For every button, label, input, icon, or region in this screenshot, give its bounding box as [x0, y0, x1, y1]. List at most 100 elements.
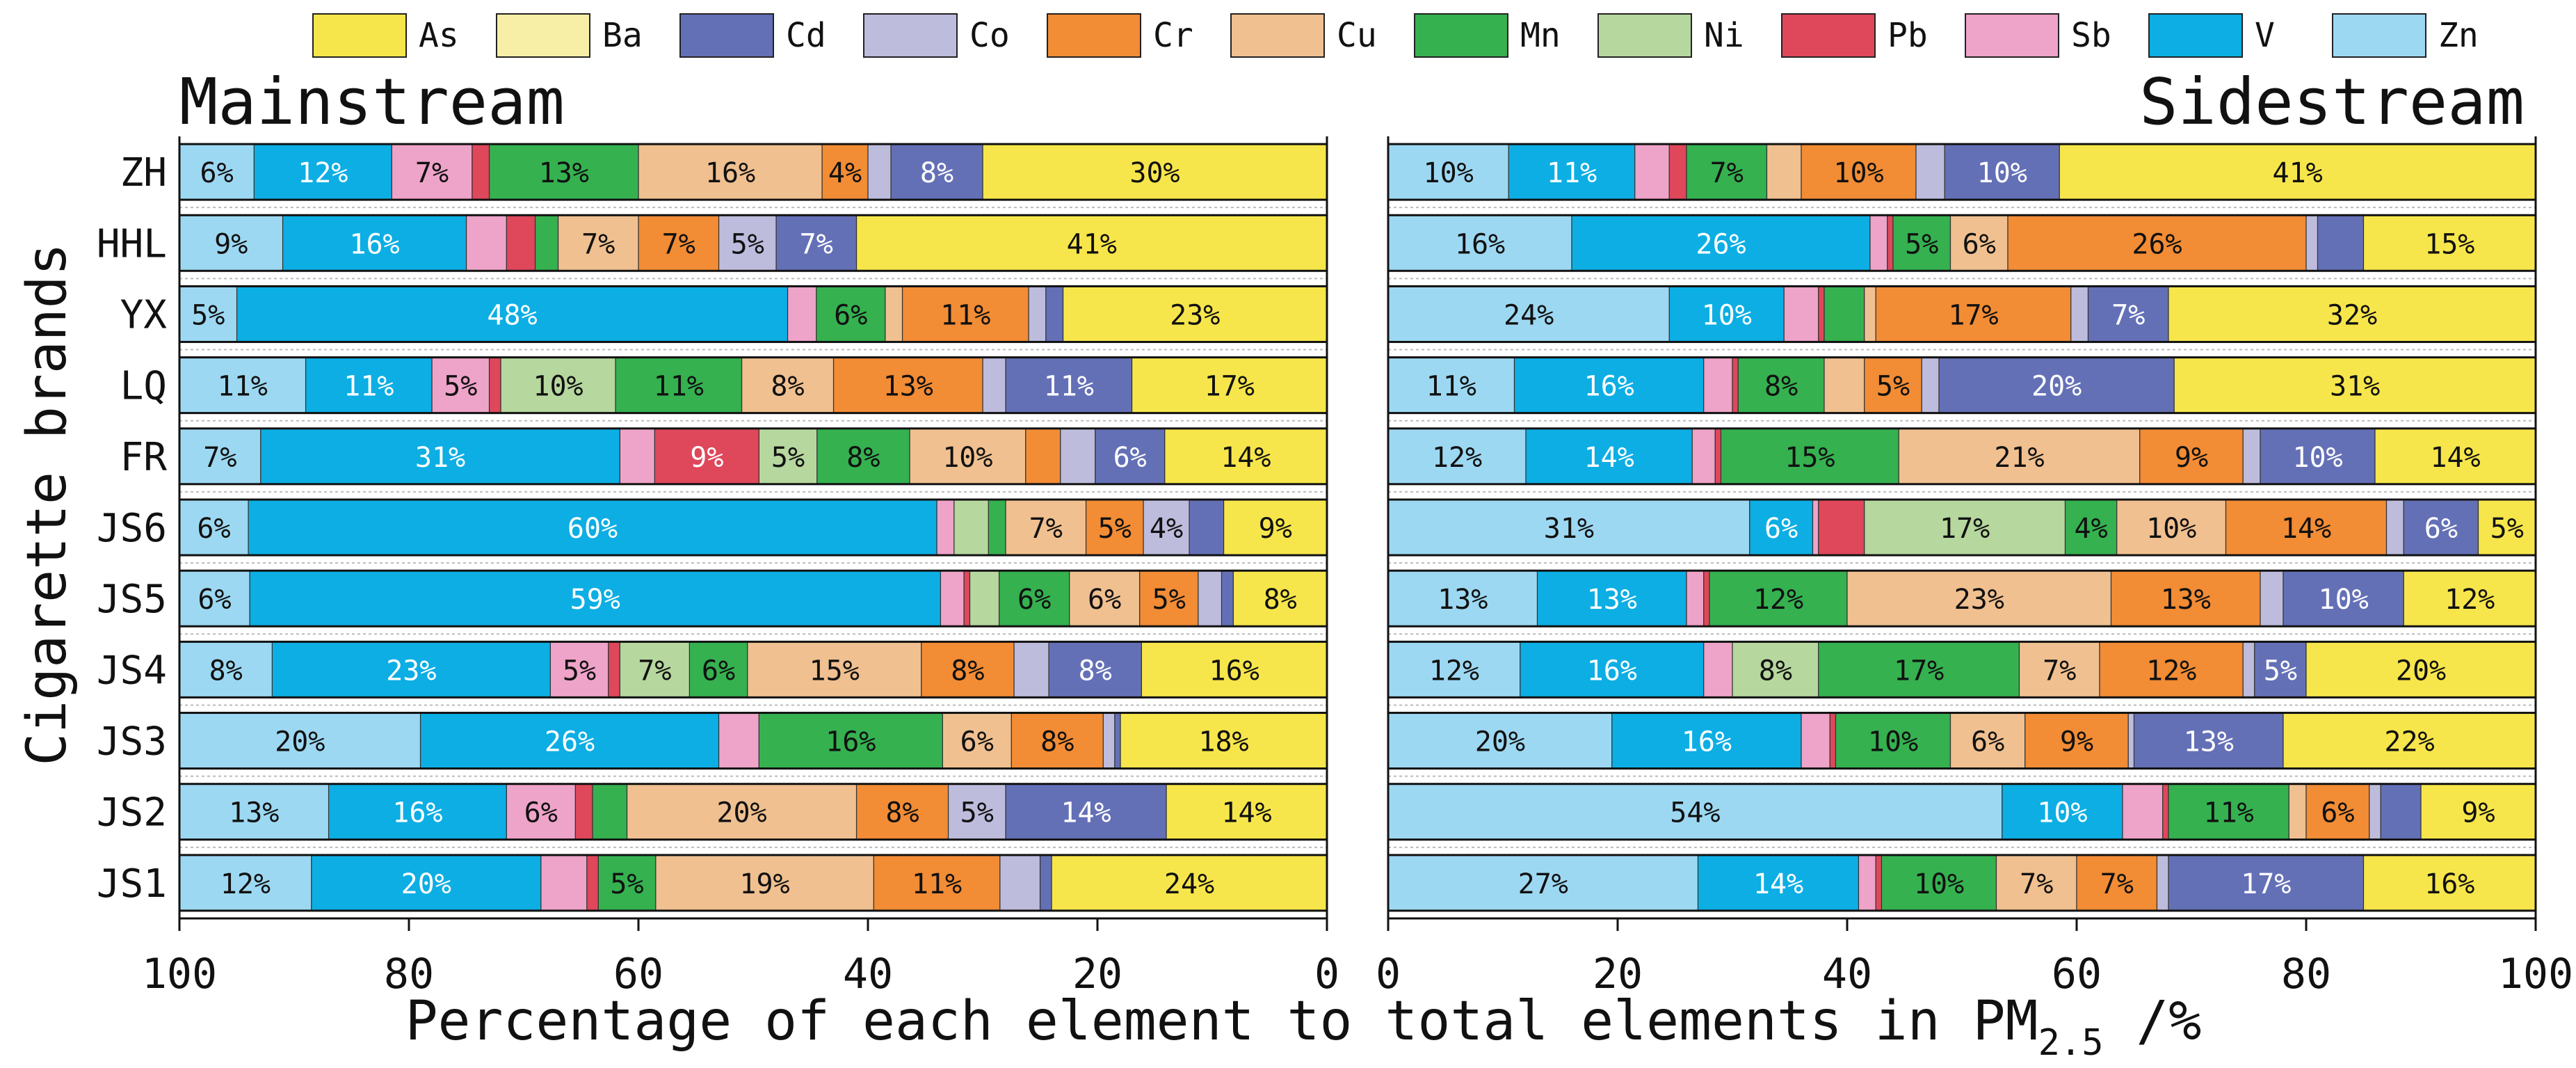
category-label-yx: YX: [120, 292, 168, 337]
sidestream-bar-js5-pb: [1703, 570, 1710, 627]
legend-label-co: Co: [969, 16, 1010, 55]
sidestream-bar-hhl-zn: [1387, 214, 1572, 271]
mainstream-bar-yx-co: [1028, 285, 1047, 343]
mainstream-label-lq-zn: 11%: [218, 371, 268, 403]
mainstream-label-js4-cu: 15%: [810, 655, 860, 687]
mainstream-label-yx-as: 23%: [1170, 299, 1220, 331]
sidestream-tick-label-40: 40: [1822, 950, 1872, 998]
sidestream-bar-zh-as: [2059, 143, 2536, 200]
sidestream-label-js2-v: 10%: [2037, 797, 2087, 829]
sidestream-bar-hhl-sb: [1869, 214, 1888, 271]
mainstream-label-yx-zn: 5%: [191, 299, 225, 331]
sidestream-bar-lq-zn: [1387, 357, 1515, 414]
mainstream-tick-label-60: 60: [613, 950, 663, 998]
mainstream-bar-js5-ni: [969, 570, 1000, 627]
sidestream-bar-js6-co: [2385, 499, 2404, 556]
mainstream-label-zh-sb: 7%: [415, 157, 449, 189]
mainstream-bar-fr-cr: [1025, 428, 1061, 485]
mainstream-bar-lq-cd: [1005, 357, 1133, 414]
sidestream-bar-js1-cr: [2076, 854, 2158, 911]
mainstream-bar-hhl-pb: [506, 214, 536, 271]
sidestream-label-js5-cu: 23%: [1954, 584, 2004, 616]
sidestream-bar-js6-ni: [1864, 499, 2066, 556]
sidestream-label-js1-cr: 7%: [2100, 868, 2134, 900]
sidestream-label-js5-zn: 13%: [1438, 584, 1488, 616]
mainstream-label-yx-v: 48%: [487, 299, 537, 331]
mainstream-label-fr-cd: 6%: [1113, 442, 1147, 474]
sidestream-bar-js6-zn: [1387, 499, 1750, 556]
mainstream-label-lq-sb: 5%: [444, 371, 477, 403]
mainstream-label-fr-mn: 8%: [846, 442, 880, 474]
sidestream-bar-js4-sb: [1703, 641, 1733, 698]
legend: As Ba Cd Co Cr Cu Mn Ni Pb Sb V Zn: [312, 13, 2479, 58]
sidestream-label-js6-ni: 17%: [1940, 513, 1990, 545]
legend-swatch-v: [2148, 13, 2243, 58]
sidestream-bar-js1-sb: [1858, 854, 1876, 911]
mainstream-label-js3-cu: 6%: [960, 726, 994, 758]
mainstream-label-fr-v: 31%: [415, 442, 465, 474]
sidestream-bar-js6-pb: [1818, 499, 1865, 556]
sidestream-label-js4-v: 16%: [1587, 655, 1637, 687]
sidestream-bar-js6-cu: [2116, 499, 2227, 556]
sidestream-bar-hhl-mn: [1892, 214, 1951, 271]
mainstream-bar-yx-as: [1062, 285, 1328, 343]
sidestream-label-lq-cr: 5%: [1876, 371, 1910, 403]
mainstream-bar-js5-mn: [998, 570, 1070, 627]
sidestream-label-js2-as: 9%: [2461, 797, 2495, 829]
sidestream-label-zh-cr: 10%: [1833, 157, 1883, 189]
mainstream-label-js1-cu: 19%: [739, 868, 789, 900]
sidestream-bar-zh-cu: [1766, 143, 1802, 200]
mainstream-label-js6-cr: 5%: [1098, 513, 1132, 545]
mainstream-bar-zh-co: [867, 143, 892, 200]
sidestream-bar-fr-pb: [1714, 428, 1722, 485]
mainstream-bar-js2-cu: [626, 783, 858, 840]
mainstream-bar-fr-co: [1060, 428, 1096, 485]
mainstream-panel: 30% 8% 4% 16% 13% 7% 12% 6% 41% 7% 5% 7% 7% 16% 9% 23% 1…: [142, 136, 1339, 998]
mainstream-label-hhl-v: 16%: [349, 228, 399, 260]
mainstream-label-js4-as: 16%: [1209, 655, 1259, 687]
mainstream-bar-hhl-co: [718, 214, 777, 271]
sidestream-tick-label-0: 0: [1376, 950, 1401, 998]
sidestream-label-js3-cu: 6%: [1971, 726, 2004, 758]
sidestream-bar-js6-sb: [1812, 499, 1819, 556]
sidestream-label-js1-as: 16%: [2424, 868, 2474, 900]
sidestream-panel-title: Sidestream: [2139, 65, 2525, 139]
category-label-fr: FR: [120, 435, 168, 480]
mainstream-bar-js4-cu: [747, 641, 922, 698]
sidestream-bar-js1-co: [2156, 854, 2169, 911]
sidestream-label-hhl-as: 15%: [2424, 228, 2474, 260]
mainstream-label-js4-sb: 5%: [563, 655, 596, 687]
sidestream-bar-js3-cu: [1949, 712, 2026, 770]
mainstream-label-js6-as: 9%: [1259, 513, 1292, 545]
legend-label-ni: Ni: [1704, 16, 1744, 55]
sidestream-label-js4-cd: 5%: [2264, 655, 2297, 687]
sidestream-bar-zh-zn: [1387, 143, 1509, 200]
legend-label-zn: Zn: [2438, 16, 2479, 55]
mainstream-label-js3-v: 26%: [545, 726, 595, 758]
mainstream-label-fr-zn: 7%: [203, 442, 236, 474]
mainstream-bar-lq-mn: [615, 357, 743, 414]
x-axis-title-main: Percentage of each element to total elem…: [405, 990, 2038, 1053]
mainstream-tick-label-40: 40: [843, 950, 893, 998]
sidestream-bar-js3-co: [2127, 712, 2135, 770]
mainstream-bar-js1-sb: [540, 854, 588, 911]
sidestream-bar-lq-pb: [1732, 357, 1739, 414]
sidestream-bar-js1-cd: [2168, 854, 2365, 911]
category-label-js5: JS5: [97, 577, 167, 622]
mainstream-label-js5-cu: 6%: [1088, 584, 1121, 616]
sidestream-label-js2-zn: 54%: [1670, 797, 1720, 829]
mainstream-bar-js3-co: [1102, 712, 1116, 770]
mainstream-bar-yx-sb: [787, 285, 817, 343]
sidestream-label-js3-zn: 20%: [1475, 726, 1525, 758]
mainstream-label-js5-cr: 5%: [1152, 584, 1186, 616]
sidestream-label-js1-mn: 10%: [1914, 868, 1964, 900]
sidestream-bar-js2-cu: [2288, 783, 2307, 840]
sidestream-tick-label-100: 100: [2498, 950, 2573, 998]
mainstream-label-lq-ni: 10%: [533, 371, 583, 403]
sidestream-label-js1-cd: 17%: [2241, 868, 2291, 900]
mainstream-label-lq-v: 11%: [344, 371, 394, 403]
mainstream-label-js2-sb: 6%: [524, 797, 558, 829]
sidestream-label-hhl-cr: 26%: [2132, 228, 2182, 260]
mainstream-bar-js5-v: [249, 570, 941, 627]
sidestream-bar-js5-cu: [1846, 570, 2112, 627]
